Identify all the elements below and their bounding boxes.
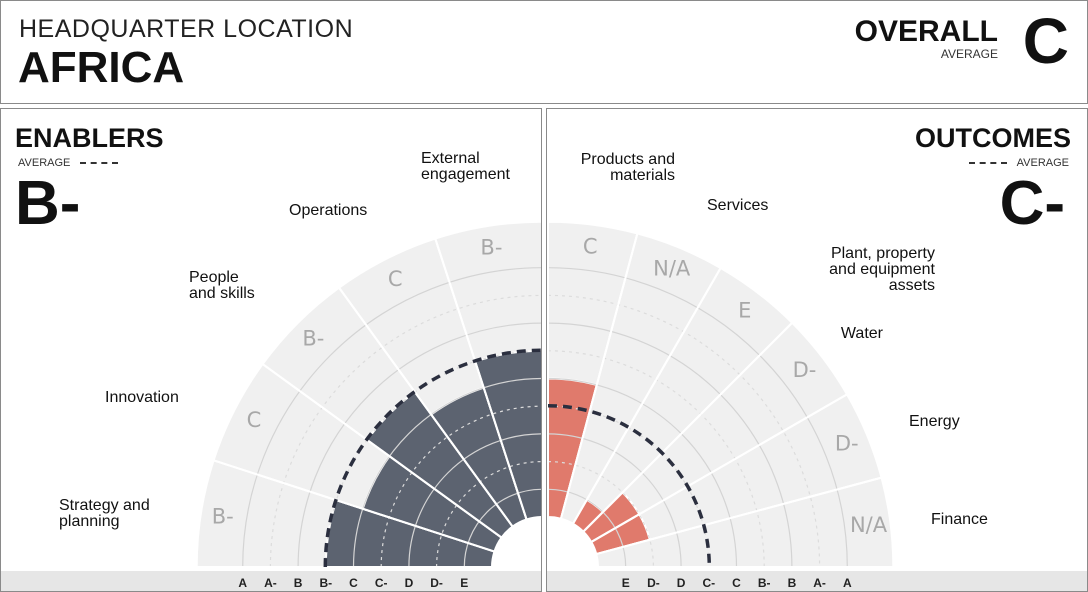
- sector-grade-label: B-: [302, 326, 324, 350]
- grid-ring: [352, 377, 541, 568]
- sector-divider: [596, 476, 882, 556]
- overall-label: OVERALL: [854, 15, 998, 48]
- outcomes-title: OUTCOMES: [914, 123, 1071, 153]
- grade-scale: A A- B B- C C- D D- E: [238, 576, 468, 590]
- chart-layer: C Products and materials N/A Services E Plant,…: [547, 151, 988, 591]
- outcomes-chart: C Products and materials N/A Services E Plant,…: [547, 151, 988, 591]
- grid-ring: [242, 267, 541, 568]
- scale-tick-label: A: [238, 576, 247, 590]
- average-arc: [547, 403, 712, 568]
- grid-ring: [463, 488, 541, 568]
- enablers-average-grade: B-: [15, 169, 81, 238]
- outcomes-average-grade: C-: [999, 169, 1065, 238]
- sector-grade-label: D-: [835, 431, 859, 455]
- sector-divider: [582, 322, 793, 533]
- scale-tick-label: B: [788, 576, 797, 590]
- category-label: Services: [707, 197, 768, 214]
- category-label: Finance: [931, 511, 988, 528]
- outcomes-scale-bar: [547, 571, 1087, 591]
- hq-location-label: HEADQUARTER LOCATION: [19, 15, 354, 43]
- grid-ring: [547, 294, 821, 568]
- scale-tick-label: C-: [375, 576, 388, 590]
- scale-tick-label: D-: [430, 576, 443, 590]
- grid-ring: [269, 294, 541, 568]
- enablers-chart: B- Strategy and planning C Innovation B- Peopl…: [59, 150, 541, 591]
- scale-tick-label: B-: [319, 576, 332, 590]
- grid-ring: [380, 405, 541, 568]
- sector-grade-label: B-: [212, 504, 234, 528]
- hq-location-value: AFRICA: [18, 43, 185, 92]
- scale-tick-label: D: [405, 576, 414, 590]
- sector-grade-label: N/A: [850, 513, 888, 537]
- category-label: Innovation: [105, 389, 179, 406]
- scale-tick-label: E: [622, 576, 630, 590]
- average-arc: [323, 348, 541, 568]
- overall-grade: C: [1022, 5, 1069, 77]
- scale-tick-label: D: [677, 576, 686, 590]
- sector-grade-label: B-: [480, 236, 502, 260]
- category-label: Operations: [289, 202, 367, 219]
- sector-divider: [338, 287, 514, 528]
- grid-ring: [436, 461, 541, 568]
- average-dash-legend: [968, 162, 1007, 164]
- sector-grade-label: C: [247, 408, 262, 432]
- enablers-average-row: AVERAGE: [18, 157, 119, 169]
- grid-ring: [297, 322, 541, 568]
- outcomes-scale: E D- D C- C B- B A- A: [622, 576, 852, 590]
- average-dash-legend: [80, 162, 119, 164]
- sector-divider: [262, 363, 503, 539]
- category-label: People and skills: [189, 269, 255, 302]
- scale-tick-label: C: [349, 576, 358, 590]
- scale-tick-label: E: [460, 576, 468, 590]
- category-label: Water: [841, 325, 884, 342]
- sector-grade-label: C: [583, 234, 598, 258]
- chart-layer: B- Strategy and planning C Innovation B- Peopl…: [59, 150, 541, 591]
- enablers-scale-bar: [1, 571, 541, 591]
- scale-tick-label: A-: [813, 576, 826, 590]
- enablers-title: ENABLERS: [15, 123, 164, 153]
- category-label: Products and materials: [581, 151, 675, 184]
- outcomes-average-label: AVERAGE: [1016, 157, 1069, 169]
- sector-divider: [572, 267, 722, 525]
- sector-grade-label: D-: [793, 358, 817, 382]
- outcomes-panel: C Products and materials N/A Services E Plant,…: [546, 108, 1088, 592]
- scale-tick-label: B: [294, 576, 303, 590]
- category-label: Plant, property and equipment assets: [829, 245, 935, 294]
- outcomes-average-row: AVERAGE: [968, 157, 1069, 169]
- category-label: External engagement: [421, 150, 511, 183]
- enablers-panel: B- Strategy and planning C Innovation B- Peopl…: [0, 108, 542, 592]
- category-label: Strategy and planning: [59, 497, 150, 530]
- scale-tick-label: B-: [758, 576, 771, 590]
- scale-tick-label: D-: [647, 576, 660, 590]
- sector-grade-label: N/A: [653, 256, 691, 280]
- scale-tick-label: A-: [264, 576, 277, 590]
- overall-average-label: AVERAGE: [940, 47, 998, 61]
- sector-divider: [213, 459, 495, 553]
- scale-tick-label: C: [732, 576, 741, 590]
- grid-ring: [408, 433, 541, 568]
- summary-header: HEADQUARTER LOCATION AFRICA OVERALL AVER…: [0, 0, 1088, 104]
- sector-divider: [434, 238, 528, 520]
- scale-tick-label: A: [843, 576, 852, 590]
- category-label: Energy: [909, 413, 960, 430]
- grade-scale: E D- D C- C B- B A- A: [622, 576, 852, 590]
- scale-tick-label: C-: [702, 576, 715, 590]
- enablers-average-label: AVERAGE: [18, 157, 71, 169]
- sector-divider: [590, 393, 848, 543]
- grid-ring: [547, 461, 654, 568]
- sector-divider: [559, 233, 639, 519]
- enablers-scale: A A- B B- C C- D D- E: [238, 576, 468, 590]
- sector-grade-label: C: [388, 267, 403, 291]
- sector-grade-label: E: [738, 299, 751, 323]
